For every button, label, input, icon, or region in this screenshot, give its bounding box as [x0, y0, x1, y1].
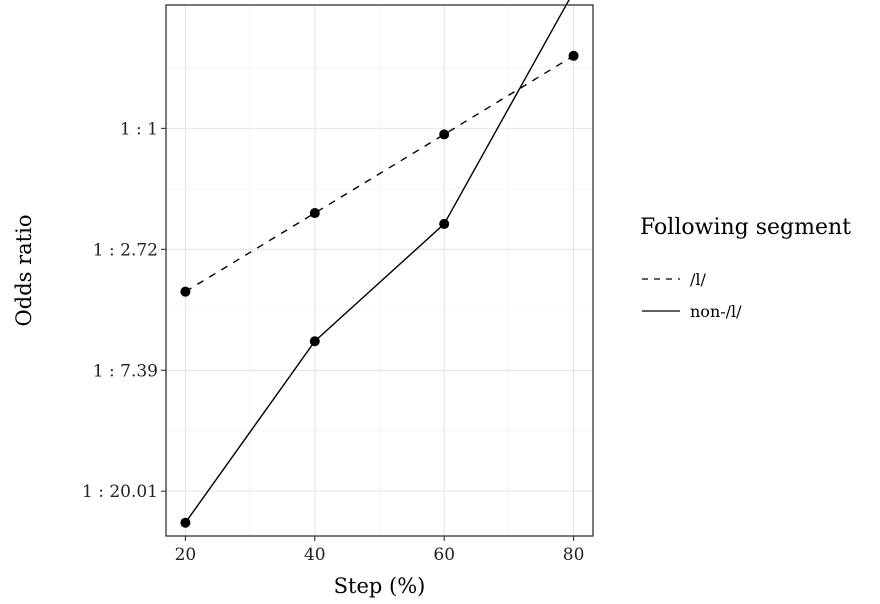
legend-title: Following segment — [640, 215, 851, 240]
y-tick-label: 1 : 2.72 — [93, 240, 158, 260]
series-lines — [184, 0, 574, 524]
data-point-l — [568, 50, 579, 61]
x-tick-label: 20 — [175, 545, 197, 565]
data-point-non-l — [180, 517, 191, 528]
series-line-non-l — [184, 0, 570, 524]
data-point-l — [439, 129, 450, 140]
series-points — [180, 50, 579, 528]
x-tick-label: 40 — [304, 545, 326, 565]
y-axis: 1 : 1 1 : 2.72 1 : 7.39 1 : 20.01 — [82, 119, 166, 502]
plot-border — [165, 4, 594, 537]
data-point-l — [180, 286, 191, 297]
series-line-l — [185, 55, 574, 293]
y-tick-label: 1 : 20.01 — [82, 482, 158, 502]
y-axis-title: Odds ratio — [12, 215, 36, 327]
major-grid — [166, 5, 593, 536]
x-axis-title: Step (%) — [334, 574, 426, 598]
data-point-non-l — [439, 218, 450, 229]
legend: Following segment /l/ non-/l/ — [640, 215, 851, 321]
legend-label-l: /l/ — [690, 270, 707, 289]
y-tick-label: 1 : 1 — [120, 119, 158, 139]
data-point-non-l — [309, 336, 320, 347]
x-tick-label: 80 — [563, 545, 585, 565]
legend-label-non-l: non-/l/ — [690, 302, 742, 321]
x-tick-label: 60 — [433, 545, 455, 565]
x-axis: 20 40 60 80 — [175, 536, 585, 565]
y-tick-label: 1 : 7.39 — [93, 361, 158, 381]
data-point-l — [309, 208, 320, 219]
minor-grid — [166, 5, 593, 536]
